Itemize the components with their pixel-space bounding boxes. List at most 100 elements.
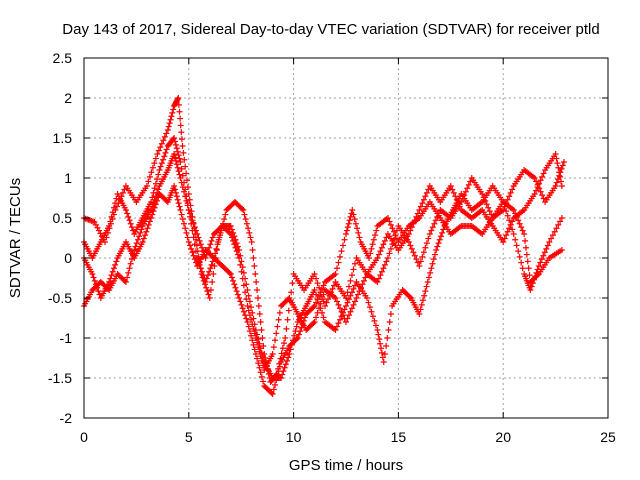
data-point-marker <box>504 228 511 235</box>
data-point-marker <box>228 274 235 281</box>
data-point-marker <box>174 164 181 171</box>
data-point-marker <box>449 186 456 193</box>
data-point-marker <box>359 281 366 288</box>
data-point-marker <box>541 249 548 256</box>
data-point-marker <box>172 154 179 161</box>
data-point-marker <box>537 177 544 184</box>
data-point-marker <box>417 306 424 313</box>
data-point-marker <box>251 346 258 353</box>
data-point-marker <box>260 378 267 385</box>
data-point-marker <box>428 227 435 234</box>
data-point-marker <box>284 357 291 364</box>
data-point-marker <box>207 265 214 272</box>
data-point-marker <box>416 311 423 317</box>
data-point-marker <box>431 220 438 227</box>
data-point-marker <box>294 335 301 341</box>
data-point-marker <box>198 268 205 275</box>
x-tick-labels: 0 5 10 15 20 25 <box>80 429 616 445</box>
data-point-marker <box>323 299 330 306</box>
data-point-marker <box>127 220 134 227</box>
data-point-marker <box>387 245 394 252</box>
data-point-marker <box>343 295 349 301</box>
data-point-marker <box>345 220 352 227</box>
data-point-marker <box>189 217 196 224</box>
data-point-marker <box>411 252 418 259</box>
data-point-marker <box>534 272 541 279</box>
y-tick-label: 1.5 <box>53 130 73 146</box>
data-point-marker <box>375 331 382 338</box>
data-point-marker <box>555 221 562 228</box>
data-point-marker <box>413 256 420 263</box>
data-point-marker <box>137 229 144 236</box>
data-point-marker <box>182 225 189 232</box>
data-point-marker <box>248 239 255 245</box>
data-point-marker <box>282 361 289 368</box>
data-point-marker <box>274 323 281 330</box>
data-point-marker <box>392 232 399 239</box>
data-point-marker <box>343 303 349 309</box>
data-point-marker <box>248 316 255 323</box>
data-point-marker <box>242 312 249 319</box>
data-point-marker <box>515 248 522 255</box>
data-point-marker <box>377 272 384 279</box>
data-point-marker <box>300 317 307 324</box>
data-point-marker <box>380 265 387 272</box>
data-point-marker <box>202 255 209 261</box>
data-point-marker <box>356 288 363 295</box>
data-point-marker <box>467 178 474 185</box>
data-point-marker <box>250 255 257 261</box>
data-point-marker <box>251 330 258 337</box>
data-point-marker <box>485 204 492 211</box>
data-point-marker <box>375 251 382 258</box>
data-point-marker <box>370 236 377 243</box>
data-point-marker <box>482 197 489 204</box>
data-point-marker <box>275 316 282 323</box>
data-point-marker <box>381 261 388 268</box>
data-point-marker <box>140 235 147 242</box>
data-point-marker <box>148 169 155 176</box>
data-point-marker <box>558 183 565 189</box>
data-point-marker <box>282 335 289 341</box>
data-point-marker <box>458 199 465 205</box>
data-point-marker <box>347 308 354 315</box>
data-point-marker <box>154 151 161 157</box>
data-point-marker <box>270 386 277 393</box>
data-point-marker <box>173 193 180 200</box>
data-point-marker <box>161 133 168 140</box>
data-point-marker <box>89 271 96 277</box>
data-point-marker <box>380 359 387 365</box>
data-point-marker <box>154 176 161 183</box>
data-point-marker <box>335 320 342 327</box>
data-point-marker <box>194 231 201 237</box>
data-point-marker <box>276 363 283 370</box>
data-point-marker <box>279 345 286 352</box>
data-point-marker <box>240 282 247 289</box>
data-point-marker <box>461 192 468 199</box>
data-point-marker <box>250 341 257 348</box>
data-point-marker <box>207 287 214 293</box>
data-point-marker <box>270 344 277 351</box>
data-point-marker <box>205 291 212 298</box>
data-point-marker <box>218 227 225 234</box>
x-tick-label: 10 <box>286 429 302 445</box>
data-point-marker <box>554 176 561 183</box>
data-point-marker <box>537 259 544 266</box>
data-point-marker <box>418 301 425 308</box>
data-point-marker <box>126 217 133 224</box>
data-point-marker <box>149 164 156 171</box>
data-point-marker <box>171 183 178 189</box>
data-point-marker <box>552 183 559 189</box>
data-point-marker <box>313 291 320 298</box>
data-point-marker <box>182 163 189 170</box>
data-point-marker <box>188 220 195 227</box>
data-point-marker <box>210 271 217 277</box>
data-point-marker <box>368 308 375 315</box>
data-point-marker <box>259 335 266 341</box>
data-point-marker <box>317 300 324 307</box>
data-point-marker <box>425 274 432 281</box>
data-point-marker <box>243 315 250 322</box>
data-point-marker <box>314 296 321 303</box>
data-point-marker <box>351 260 358 267</box>
data-point-marker <box>354 291 361 298</box>
